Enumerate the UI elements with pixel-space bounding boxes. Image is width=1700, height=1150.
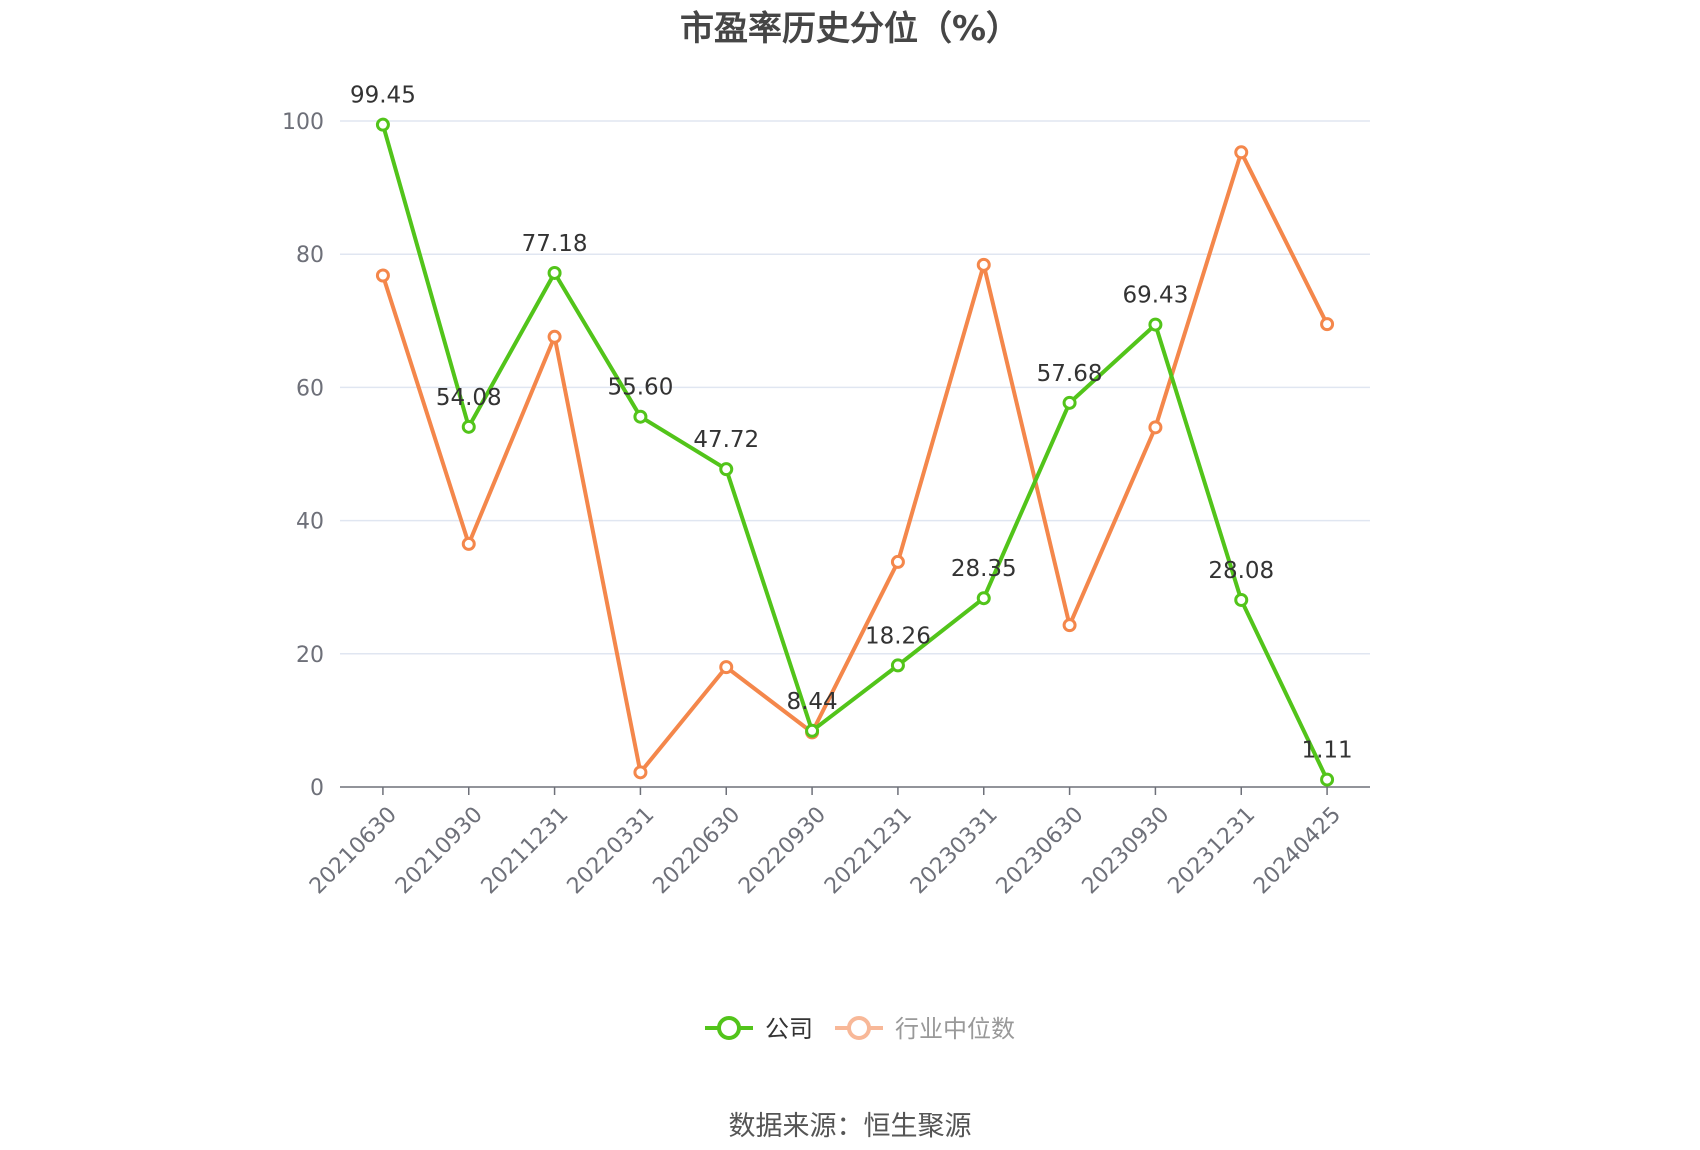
data-label: 1.11 [1301, 738, 1352, 764]
data-point[interactable] [461, 536, 476, 551]
x-tick-label: 20210630 [305, 802, 402, 899]
grid-lines [340, 120, 1370, 655]
y-tick-label: 40 [296, 510, 324, 535]
x-tick-label: 20220630 [648, 802, 745, 899]
data-label: 57.68 [1037, 361, 1103, 387]
data-label: 28.08 [1208, 558, 1274, 584]
legend: 公司 行业中位数 [705, 1015, 1015, 1043]
data-point[interactable] [1234, 592, 1249, 607]
data-label: 18.26 [865, 623, 931, 649]
x-tick-label: 20221231 [820, 802, 917, 899]
data-label: 54.08 [436, 385, 502, 411]
x-tick-label: 20220930 [734, 802, 831, 899]
x-tick-label: 20231231 [1163, 802, 1260, 899]
data-label: 55.60 [607, 375, 673, 401]
x-tick-label: 20240425 [1249, 802, 1346, 899]
y-tick-label: 80 [296, 243, 324, 268]
data-label: 28.35 [951, 556, 1017, 582]
data-point[interactable] [547, 265, 562, 280]
data-point[interactable] [375, 268, 390, 283]
data-label: 77.18 [522, 231, 588, 257]
data-label: 8.44 [786, 689, 837, 715]
data-point[interactable] [633, 765, 648, 780]
y-tick-label: 0 [310, 776, 324, 801]
data-point[interactable] [1062, 395, 1077, 410]
data-point[interactable] [1062, 618, 1077, 633]
x-tick-label: 20211231 [477, 802, 574, 899]
data-point[interactable] [890, 658, 905, 673]
data-point[interactable] [1148, 317, 1163, 332]
x-tick-label: 20230930 [1078, 802, 1175, 899]
x-tick-label: 20210930 [391, 802, 488, 899]
data-label: 47.72 [693, 427, 759, 453]
data-point[interactable] [461, 419, 476, 434]
data-point[interactable] [805, 723, 820, 738]
data-point[interactable] [547, 329, 562, 344]
x-axis: 2021063020210930202112312022033120220630… [305, 786, 1370, 899]
data-point[interactable] [1148, 420, 1163, 435]
source-note: 数据来源：恒生聚源 [729, 1111, 972, 1142]
data-point[interactable] [976, 257, 991, 272]
x-tick-label: 20230331 [906, 802, 1003, 899]
x-tick-label: 20230630 [992, 802, 1089, 899]
data-label: 69.43 [1122, 283, 1188, 309]
legend-swatch-marker[interactable] [847, 1016, 871, 1040]
series-line [380, 124, 1329, 781]
y-tick-label: 20 [296, 643, 324, 668]
legend-label[interactable]: 公司 [765, 1015, 813, 1043]
legend-label[interactable]: 行业中位数 [895, 1015, 1015, 1043]
data-point[interactable] [890, 554, 905, 569]
x-tick-label: 20220331 [563, 802, 660, 899]
data-point[interactable] [1320, 772, 1335, 787]
data-point[interactable] [1320, 317, 1335, 332]
legend-swatch-marker[interactable] [717, 1016, 741, 1040]
y-axis: 0 20 40 60 80 100 [282, 110, 324, 801]
data-labels: 99.45 54.08 77.18 55.60 47.72 8.44 18.26 28.35 5… [350, 83, 1353, 764]
data-point[interactable] [633, 409, 648, 424]
series-line [381, 150, 1329, 775]
data-point[interactable] [719, 462, 734, 477]
y-tick-label: 60 [296, 376, 324, 401]
y-tick-label: 100 [282, 110, 324, 135]
series-group [375, 117, 1335, 787]
data-point[interactable] [1234, 145, 1249, 160]
data-point[interactable] [375, 117, 390, 132]
data-label: 99.45 [350, 83, 416, 109]
data-point[interactable] [976, 591, 991, 606]
chart-title: 市盈率历史分位（%） [680, 9, 1020, 49]
data-point[interactable] [719, 660, 734, 675]
